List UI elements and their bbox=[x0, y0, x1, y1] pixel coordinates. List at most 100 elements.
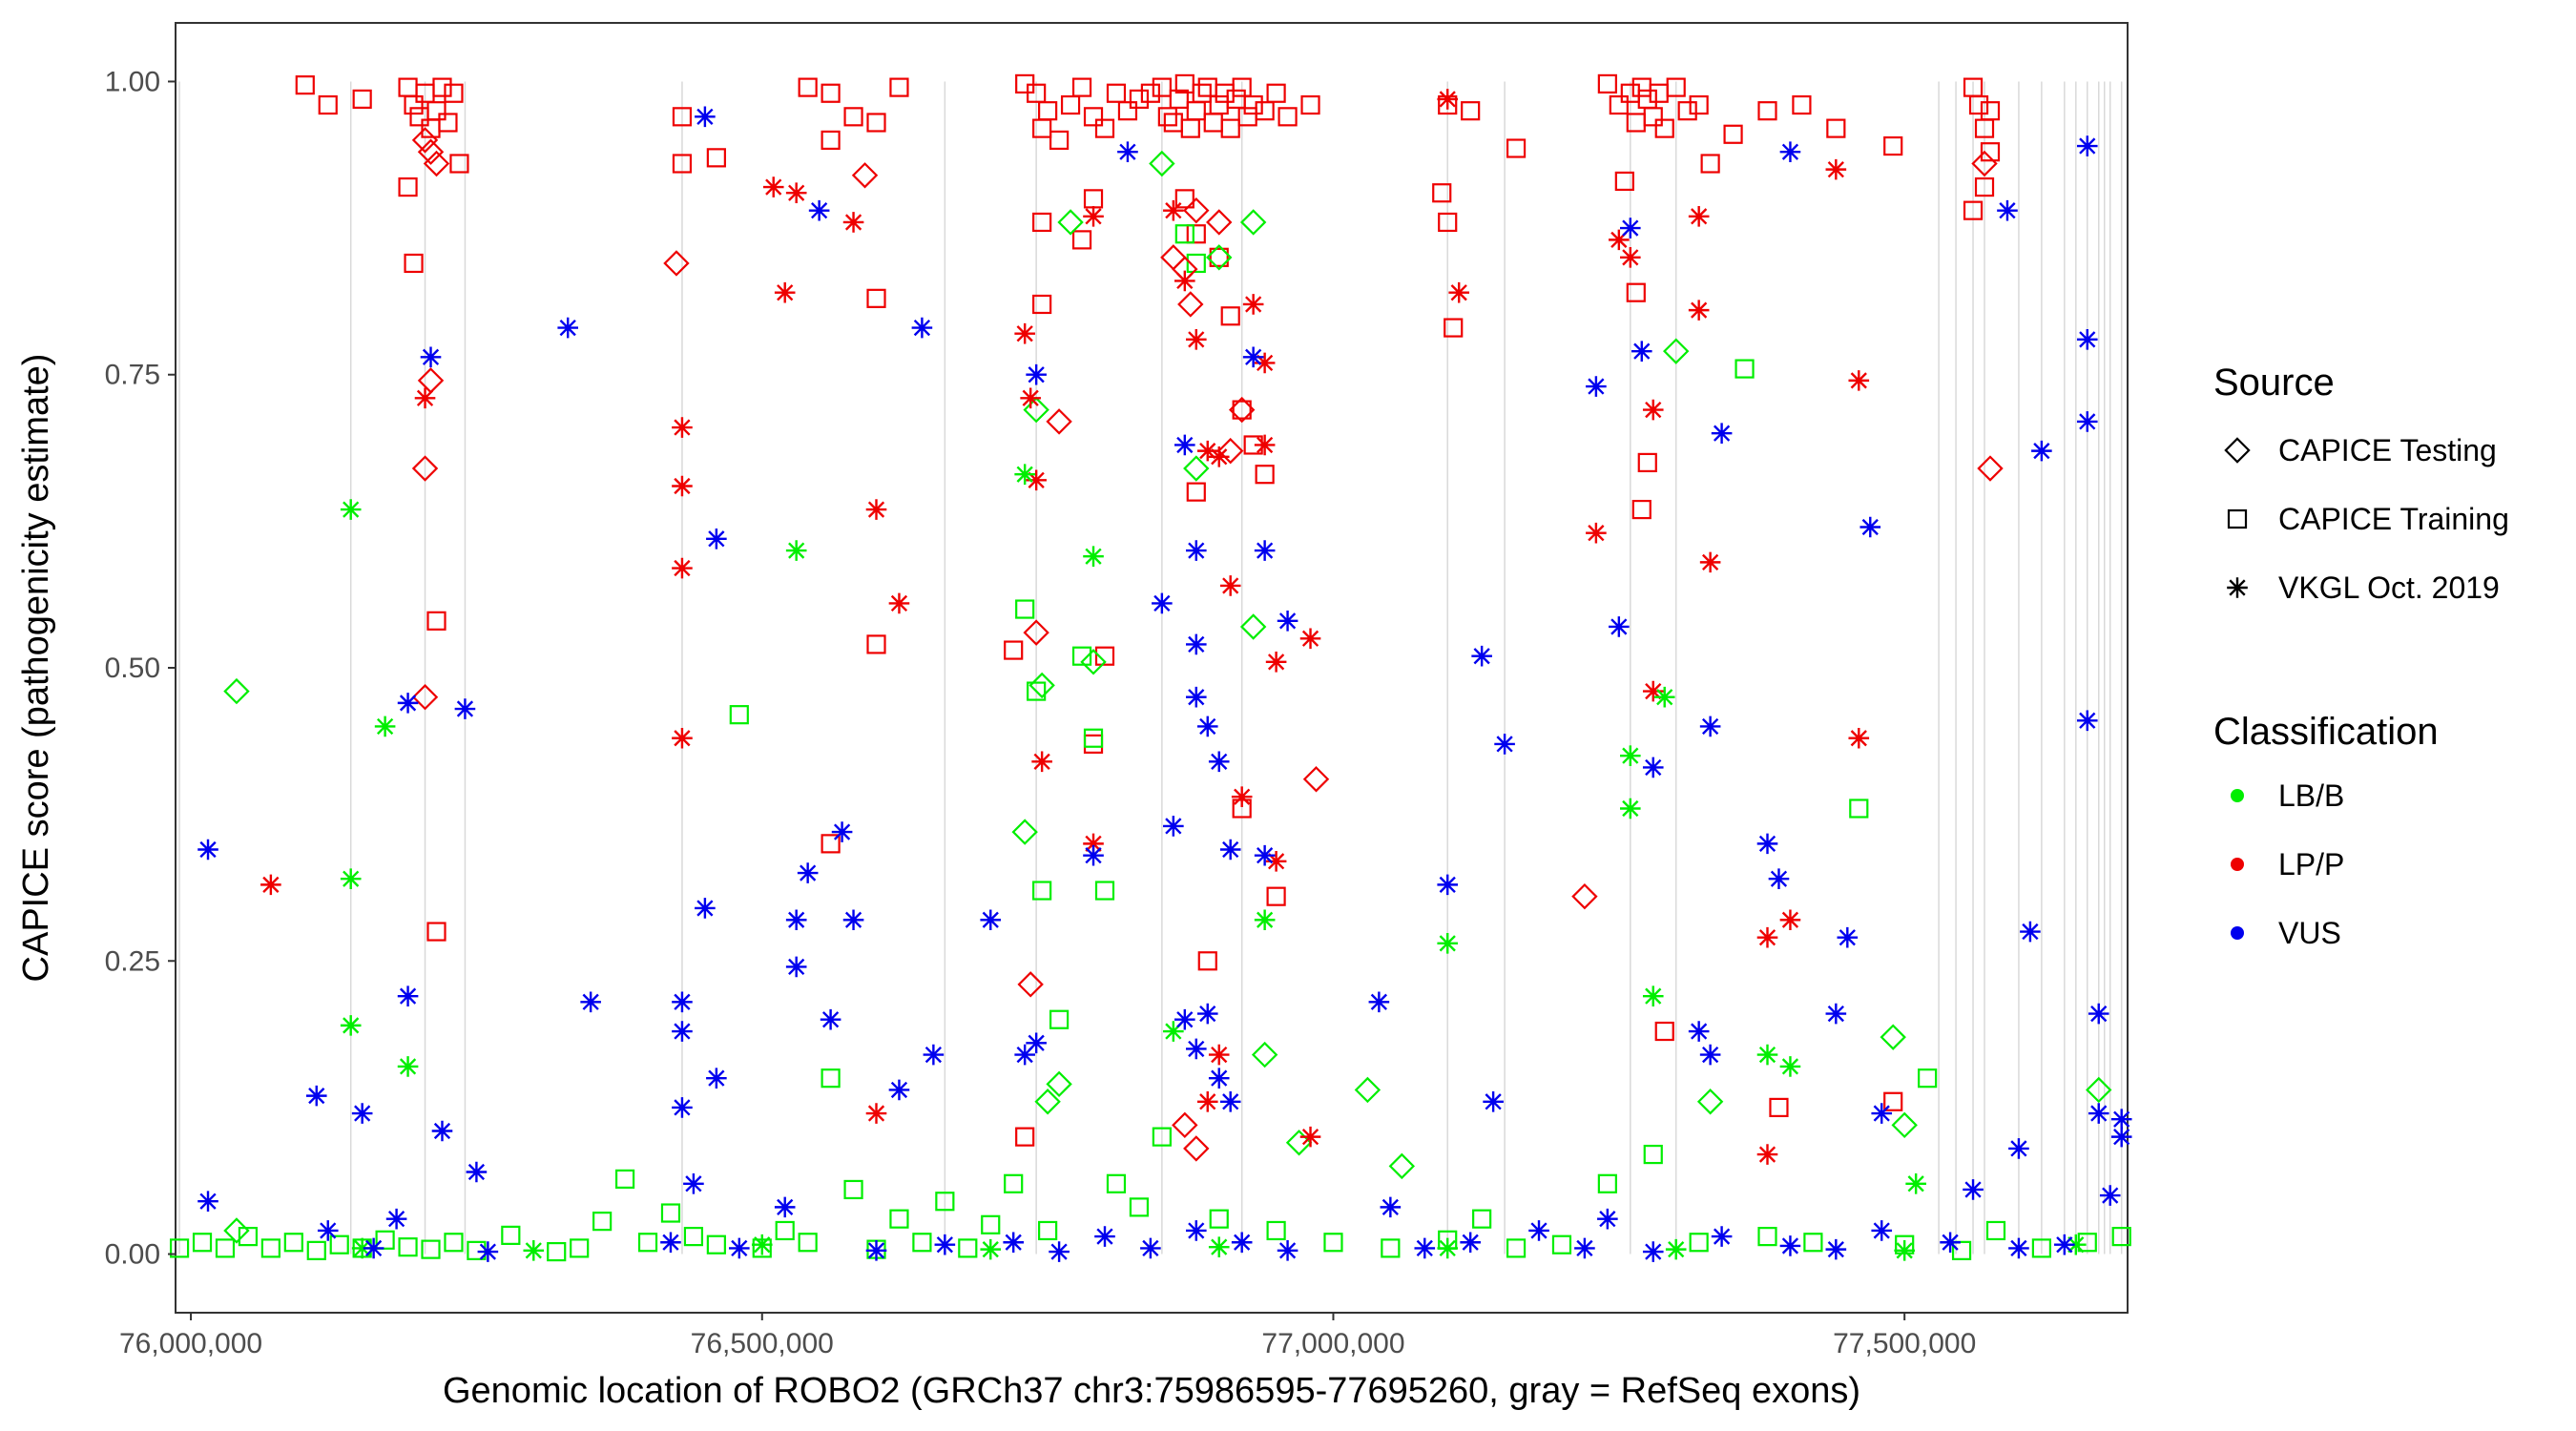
data-point-asterisk bbox=[1219, 575, 1241, 596]
data-point-asterisk bbox=[1208, 1044, 1230, 1066]
legend-class-dot bbox=[2231, 789, 2244, 802]
data-point-square bbox=[1163, 113, 1183, 133]
data-point-asterisk bbox=[1083, 206, 1104, 227]
data-point-asterisk bbox=[888, 592, 910, 614]
data-point-asterisk bbox=[1620, 247, 1641, 268]
data-point-square bbox=[1186, 482, 1206, 502]
data-point-square bbox=[1027, 681, 1047, 701]
data-point-square bbox=[426, 101, 447, 121]
data-point-asterisk bbox=[317, 1220, 339, 1241]
data-point-square bbox=[1649, 83, 1669, 103]
data-point-asterisk bbox=[1254, 844, 1276, 866]
data-point-square bbox=[1300, 94, 1320, 115]
data-point-square bbox=[1220, 118, 1240, 138]
data-point-square bbox=[1186, 224, 1206, 244]
data-point-asterisk bbox=[672, 417, 693, 438]
data-point-asterisk bbox=[1940, 1232, 1961, 1254]
data-point-square bbox=[821, 834, 841, 854]
data-point-asterisk bbox=[1597, 1208, 1618, 1230]
data-point-asterisk bbox=[1837, 926, 1859, 948]
series-group bbox=[295, 73, 2001, 1147]
data-point-square bbox=[1083, 728, 1104, 748]
data-point-asterisk bbox=[1642, 680, 1664, 702]
data-point-asterisk bbox=[420, 346, 442, 368]
data-point-asterisk bbox=[785, 909, 807, 931]
data-point-square bbox=[1631, 499, 1652, 520]
data-point-asterisk bbox=[1768, 868, 1790, 890]
data-point-square bbox=[375, 1230, 395, 1250]
data-point-asterisk bbox=[1642, 1241, 1664, 1262]
data-point-diamond bbox=[1977, 455, 2004, 482]
data-point-diamond bbox=[1663, 338, 1690, 364]
data-point-square bbox=[398, 1237, 418, 1257]
data-point-square bbox=[1152, 1127, 1172, 1147]
data-point-asterisk bbox=[1642, 399, 1664, 421]
data-point-asterisk bbox=[1894, 1240, 1915, 1261]
data-point-asterisk bbox=[1871, 1220, 1893, 1241]
data-point-square bbox=[432, 77, 452, 97]
y-tick-label: 0.25 bbox=[105, 945, 160, 977]
data-point-asterisk bbox=[2110, 1126, 2132, 1148]
legend-class-label: LB/B bbox=[2278, 778, 2344, 813]
data-point-asterisk bbox=[2076, 411, 2098, 432]
data-point-asterisk bbox=[351, 1103, 373, 1124]
data-point-square bbox=[1381, 1238, 1401, 1258]
data-point-square bbox=[1951, 1240, 1972, 1260]
data-point-asterisk bbox=[934, 1234, 956, 1255]
data-point-square bbox=[501, 1225, 521, 1245]
data-point-diamond bbox=[1239, 613, 1267, 640]
data-point-asterisk bbox=[1020, 387, 1041, 409]
data-point-asterisk bbox=[1083, 844, 1104, 866]
data-point-asterisk bbox=[557, 317, 579, 339]
data-point-asterisk bbox=[1174, 270, 1195, 292]
data-point-asterisk bbox=[1254, 352, 1276, 374]
data-point-asterisk bbox=[1414, 1237, 1436, 1259]
data-point-asterisk bbox=[1185, 1220, 1207, 1241]
data-point-square bbox=[1597, 73, 1617, 94]
data-point-square bbox=[1186, 101, 1206, 121]
data-point-asterisk bbox=[1242, 294, 1264, 315]
data-point-square bbox=[1266, 886, 1286, 906]
data-point-asterisk bbox=[1471, 645, 1492, 667]
data-point-square bbox=[2227, 508, 2248, 529]
x-tick-label: 76,500,000 bbox=[691, 1328, 834, 1359]
data-point-diamond bbox=[1388, 1152, 1416, 1180]
data-point-square bbox=[1700, 154, 1720, 174]
data-point-square bbox=[1174, 224, 1195, 244]
data-point-asterisk bbox=[1003, 1232, 1024, 1254]
data-point-diamond bbox=[1571, 882, 1598, 910]
data-point-asterisk bbox=[1083, 546, 1104, 568]
data-point-diamond bbox=[1080, 649, 1107, 675]
data-point-square bbox=[1792, 94, 1812, 115]
data-point-asterisk bbox=[785, 956, 807, 978]
data-point-square bbox=[1803, 1233, 1823, 1253]
data-point-square bbox=[1232, 77, 1252, 97]
legend-source-label: VKGL Oct. 2019 bbox=[2278, 570, 2500, 605]
data-point-square bbox=[1637, 452, 1657, 473]
data-point-square bbox=[821, 1068, 841, 1089]
data-point-asterisk bbox=[842, 909, 864, 931]
data-point-square bbox=[1643, 107, 1663, 127]
data-point-asterisk bbox=[2054, 1234, 2075, 1255]
data-point-square bbox=[306, 1240, 326, 1260]
data-point-diamond bbox=[1880, 1024, 1906, 1050]
data-point-asterisk bbox=[1460, 1232, 1481, 1254]
data-point-square bbox=[1255, 465, 1275, 485]
data-point-asterisk bbox=[1688, 206, 1710, 227]
series-group bbox=[223, 150, 2112, 1244]
data-point-square bbox=[1186, 253, 1206, 274]
data-point-diamond bbox=[1217, 437, 1244, 465]
data-point-square bbox=[318, 94, 338, 115]
data-point-asterisk bbox=[1196, 440, 1218, 462]
data-point-square bbox=[1243, 94, 1263, 115]
data-point-asterisk bbox=[340, 868, 362, 890]
data-point-asterisk bbox=[1779, 141, 1801, 162]
data-point-asterisk bbox=[785, 182, 807, 204]
data-point-square bbox=[1255, 101, 1275, 121]
data-point-asterisk bbox=[762, 176, 784, 197]
data-point-square bbox=[1094, 881, 1115, 901]
data-point-square bbox=[1614, 171, 1634, 192]
data-point-asterisk bbox=[2008, 1237, 2029, 1259]
data-point-asterisk bbox=[1196, 716, 1218, 737]
data-point-square bbox=[1974, 176, 1995, 197]
